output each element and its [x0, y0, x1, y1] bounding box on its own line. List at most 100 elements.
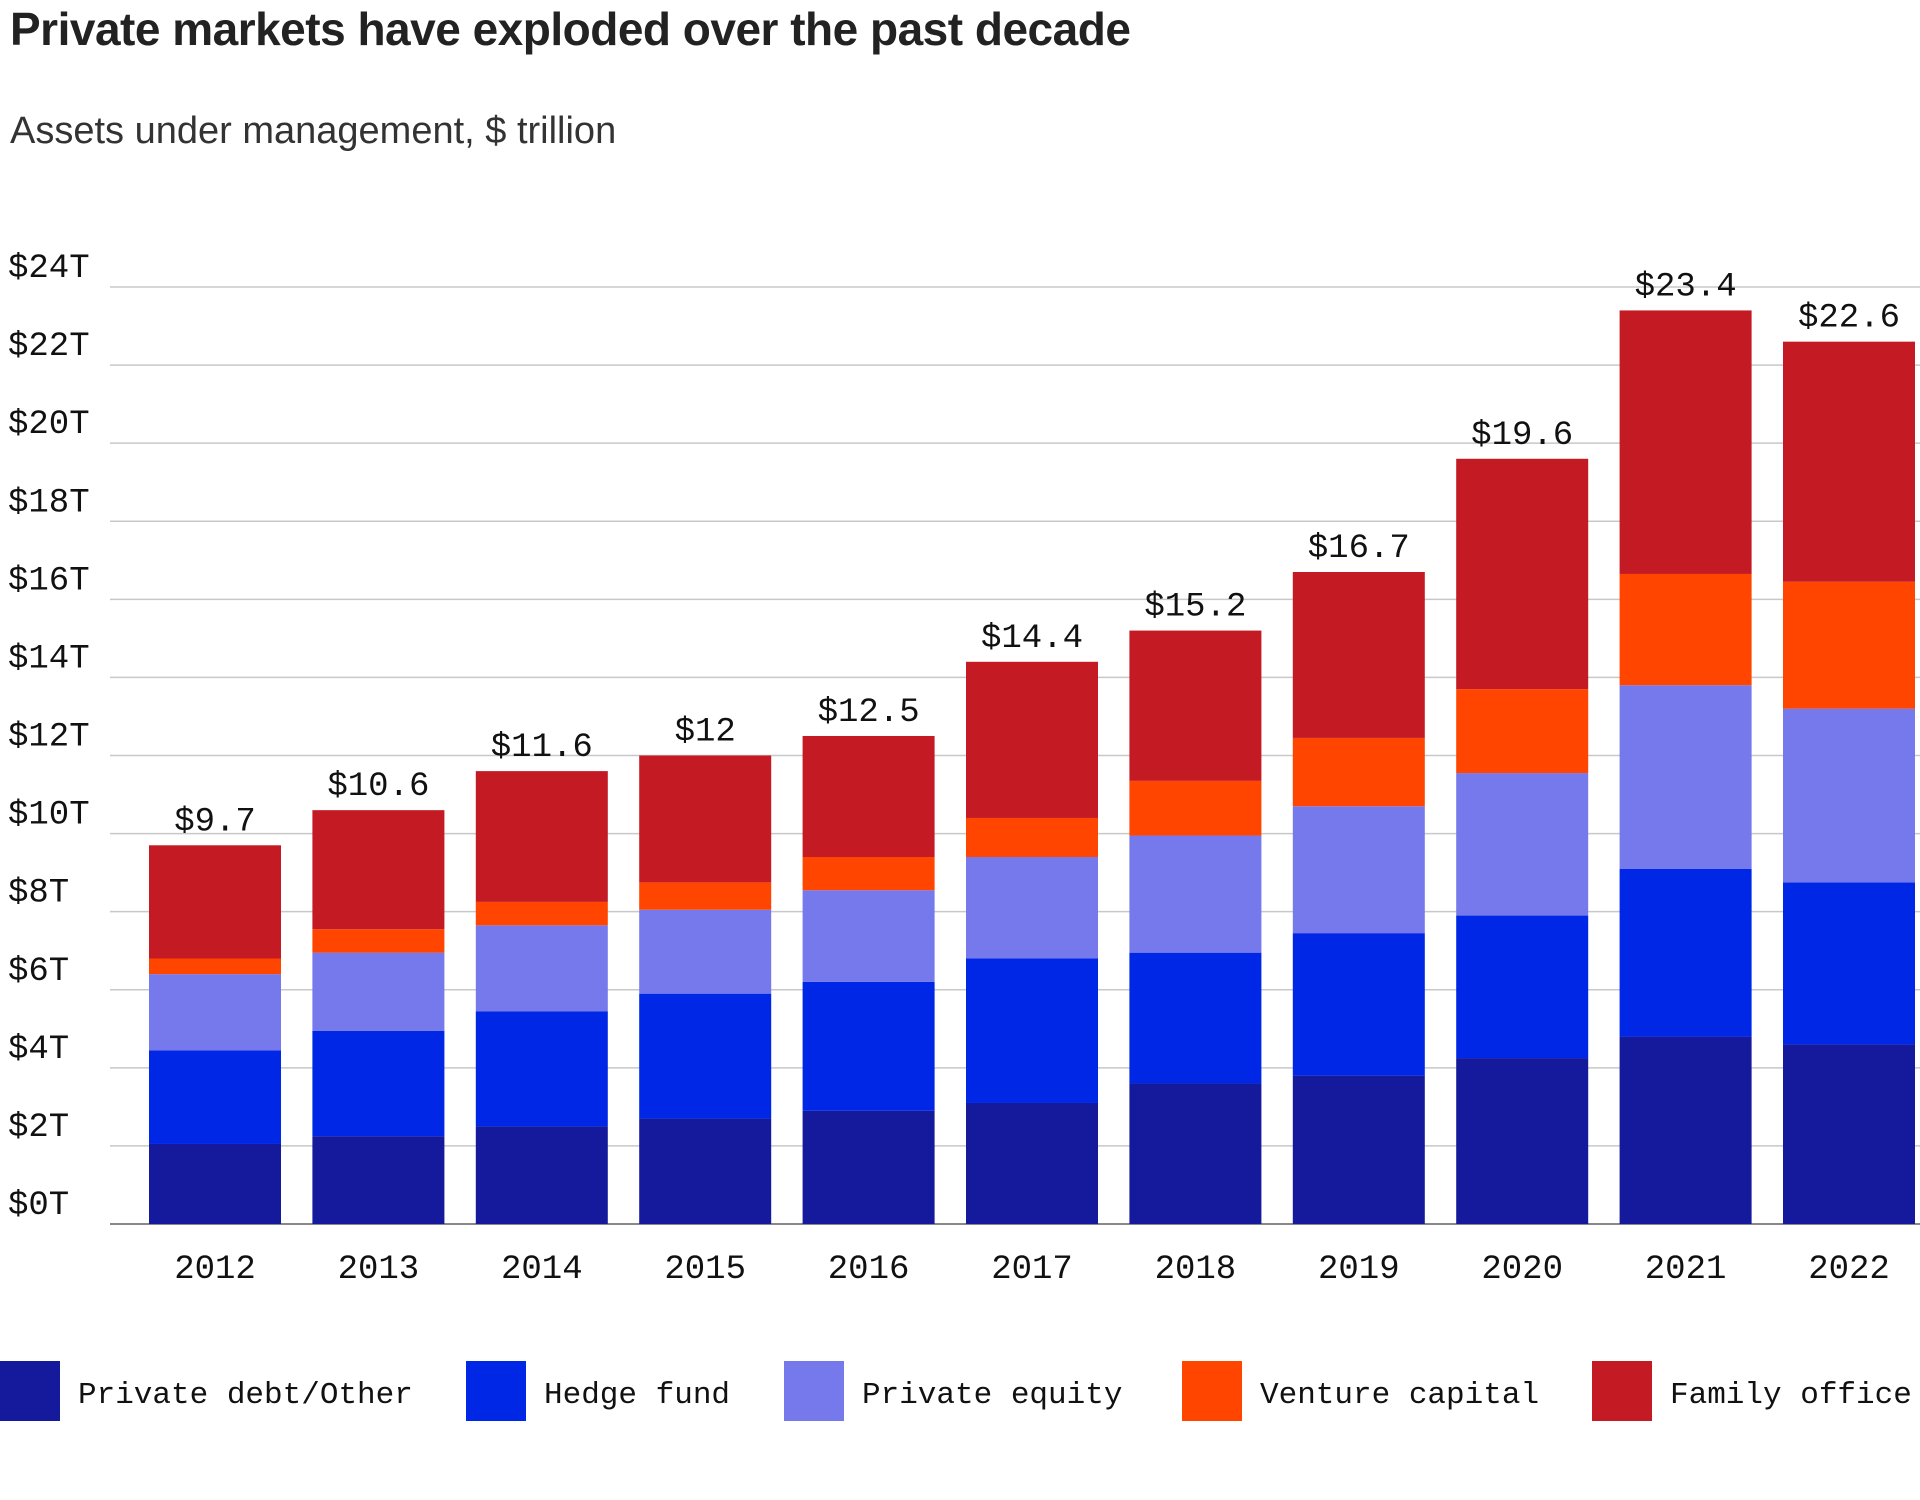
bars: [149, 310, 1915, 1224]
bar-segment-hedge-fund-2018: [1129, 952, 1262, 1084]
x-tick-label: 2019: [1318, 1251, 1400, 1289]
bar-segment-hedge-fund-2017: [966, 958, 1098, 1103]
bar-segment-hedge-fund-2013: [312, 1030, 445, 1137]
legend-swatch: [1182, 1361, 1242, 1421]
legend-label: Hedge fund: [544, 1378, 730, 1413]
bar-segment-venture-capital-2014: [475, 901, 608, 926]
bar-segment-hedge-fund-2021: [1619, 868, 1752, 1037]
bar-segment-venture-capital-2017: [966, 817, 1098, 858]
y-tick-label: $8T: [8, 875, 69, 913]
x-axis-labels: 2012 2013 2014 2015 2016 2017 2018 2019 2020 2021…: [174, 1251, 1890, 1289]
y-tick-label: $16T: [8, 562, 90, 600]
bar-segment-private-debt-other-2021: [1619, 1036, 1752, 1224]
y-tick-label: $6T: [8, 953, 69, 991]
bar-segment-family-office-2015: [639, 755, 772, 883]
bar-segment-private-equity-2021: [1619, 685, 1752, 869]
bar-segment-hedge-fund-2015: [639, 993, 772, 1119]
legend-item: Hedge fund: [466, 1361, 730, 1421]
total-label: $16.7: [1308, 530, 1410, 568]
y-tick-label: $18T: [8, 484, 90, 522]
total-label: $14.4: [981, 620, 1083, 658]
bar-segment-private-debt-other-2017: [966, 1102, 1098, 1224]
total-label: $10.6: [327, 768, 429, 806]
x-tick-label: 2014: [501, 1251, 583, 1289]
legend-item: Family office: [1592, 1361, 1912, 1421]
chart-title: Private markets have exploded over the p…: [10, 3, 1131, 55]
total-label: $23.4: [1635, 268, 1737, 306]
bar-segment-family-office-2012: [149, 845, 281, 959]
legend-label: Private debt/Other: [78, 1378, 413, 1413]
total-label: $12.5: [818, 694, 920, 732]
bar-segment-private-equity-2020: [1456, 773, 1589, 916]
x-tick-label: 2012: [174, 1251, 256, 1289]
bar-segment-family-office-2013: [312, 810, 445, 930]
bar-segment-hedge-fund-2012: [149, 1050, 281, 1144]
total-label: $9.7: [174, 803, 256, 841]
legend-label: Private equity: [862, 1378, 1122, 1413]
total-label: $12: [675, 714, 736, 752]
legend-swatch: [784, 1361, 844, 1421]
bar-segment-private-equity-2012: [149, 974, 281, 1051]
bar-segment-family-office-2021: [1619, 310, 1752, 574]
bar-segment-hedge-fund-2019: [1292, 933, 1425, 1076]
y-tick-label: $20T: [8, 406, 90, 444]
bar-segment-private-debt-other-2022: [1783, 1044, 1915, 1224]
bar-segment-family-office-2016: [802, 735, 935, 858]
bar-segment-private-equity-2017: [966, 857, 1098, 959]
y-tick-label: $12T: [8, 719, 90, 757]
y-tick-label: $10T: [8, 797, 90, 835]
legend-swatch: [0, 1361, 60, 1421]
bar-segment-private-debt-other-2012: [149, 1143, 281, 1224]
legend: Private debt/Other Hedge fund Private equi…: [0, 1361, 1912, 1421]
bar-segment-venture-capital-2020: [1456, 689, 1589, 774]
x-tick-label: 2013: [338, 1251, 420, 1289]
y-tick-label: $22T: [8, 328, 90, 366]
bar-segment-private-debt-other-2015: [639, 1118, 772, 1224]
bar-segment-hedge-fund-2022: [1783, 882, 1915, 1045]
bar-segment-venture-capital-2021: [1619, 573, 1752, 686]
legend-item: Private debt/Other: [0, 1361, 413, 1421]
legend-label: Family office: [1670, 1378, 1912, 1413]
bar-segment-private-debt-other-2014: [475, 1126, 608, 1224]
total-labels: $9.7 $10.6 $11.6 $12 $12.5 $14.4 $15.2 $16.7 $19…: [174, 268, 1900, 841]
bar-segment-private-equity-2019: [1292, 806, 1425, 934]
bar-segment-family-office-2020: [1456, 458, 1589, 690]
bar-segment-venture-capital-2022: [1783, 581, 1915, 709]
bar-segment-family-office-2017: [966, 661, 1098, 818]
bar-segment-hedge-fund-2014: [475, 1011, 608, 1127]
bar-segment-private-equity-2013: [312, 952, 445, 1031]
bar-segment-private-debt-other-2020: [1456, 1058, 1589, 1224]
y-tick-label: $24T: [8, 250, 90, 288]
chart-subtitle: Assets under management, $ trillion: [10, 110, 617, 152]
total-label: $19.6: [1471, 417, 1573, 455]
bar-segment-hedge-fund-2020: [1456, 915, 1589, 1059]
legend-swatch: [466, 1361, 526, 1421]
bar-segment-hedge-fund-2016: [802, 981, 935, 1111]
legend-swatch: [1592, 1361, 1652, 1421]
total-label: $15.2: [1144, 589, 1246, 627]
bar-segment-private-equity-2016: [802, 890, 935, 982]
bar-segment-venture-capital-2016: [802, 857, 935, 891]
total-label: $11.6: [491, 729, 593, 767]
bar-segment-venture-capital-2018: [1129, 780, 1262, 836]
legend-item: Venture capital: [1182, 1361, 1539, 1421]
bar-segment-private-debt-other-2013: [312, 1136, 445, 1224]
x-tick-label: 2016: [828, 1251, 910, 1289]
bar-segment-private-debt-other-2018: [1129, 1083, 1262, 1224]
y-tick-label: $14T: [8, 640, 90, 678]
total-label: $22.6: [1798, 300, 1900, 338]
x-tick-label: 2017: [991, 1251, 1073, 1289]
bar-segment-family-office-2022: [1783, 341, 1915, 582]
bar-segment-family-office-2014: [475, 771, 608, 902]
y-tick-label: $4T: [8, 1031, 69, 1069]
x-tick-label: 2015: [664, 1251, 746, 1289]
x-tick-label: 2021: [1645, 1251, 1727, 1289]
bar-segment-family-office-2018: [1129, 630, 1262, 781]
bar-segment-venture-capital-2015: [639, 882, 772, 910]
bar-segment-private-equity-2014: [475, 925, 608, 1012]
y-tick-label: $2T: [8, 1109, 69, 1147]
x-tick-label: 2022: [1808, 1251, 1890, 1289]
bar-segment-private-debt-other-2019: [1292, 1075, 1425, 1224]
legend-label: Venture capital: [1260, 1378, 1539, 1413]
